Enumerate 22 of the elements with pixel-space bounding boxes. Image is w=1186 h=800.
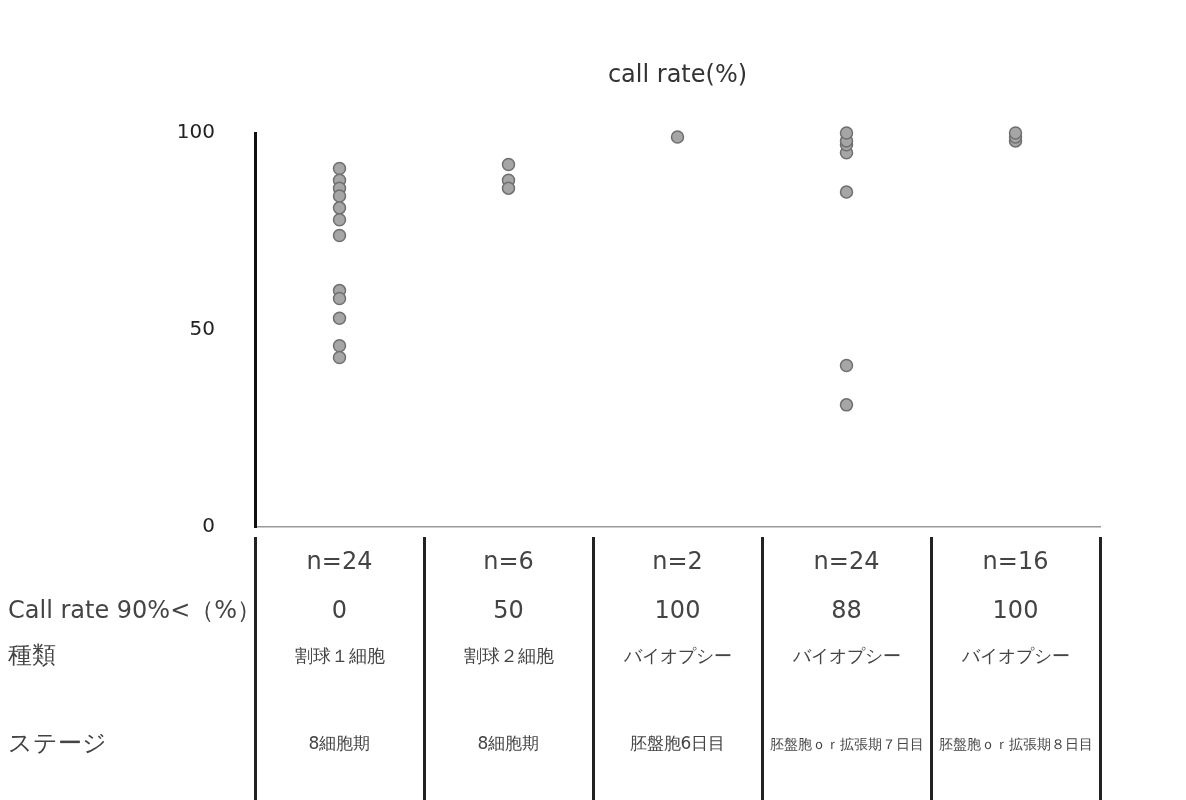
chart-title: call rate(%): [607, 60, 748, 89]
text: Call rate 90%<（%）: [8, 596, 262, 625]
x-tick-label: n=24 0: [306, 547, 373, 625]
text: バイオプシー: [622, 644, 732, 666]
x-tick-label: n=6 50: [483, 547, 534, 625]
text: 割球１細胞: [294, 644, 385, 666]
x-tick-label: n=16 100: [982, 547, 1049, 625]
text: 胚盤胞6日目: [629, 733, 726, 754]
text: 8細胞期: [308, 733, 371, 754]
x-tick-label: n=24 88: [813, 547, 880, 625]
y-tick-label: 0: [202, 513, 215, 538]
text: 胚盤胞ｏｒ拡張期８日目: [938, 735, 1093, 752]
text: ステージ: [8, 729, 107, 758]
text: 割球２細胞: [463, 644, 554, 666]
x-tick-label: n=2 100: [652, 547, 703, 625]
text: 種類: [8, 641, 56, 670]
text: 胚盤胞ｏｒ拡張期７日目: [769, 735, 924, 752]
text: バイオプシー: [960, 644, 1070, 666]
y-tick-label: 50: [189, 316, 215, 341]
text: 8細胞期: [477, 733, 540, 754]
text: バイオプシー: [791, 644, 901, 666]
y-tick-label: 100: [176, 119, 215, 144]
